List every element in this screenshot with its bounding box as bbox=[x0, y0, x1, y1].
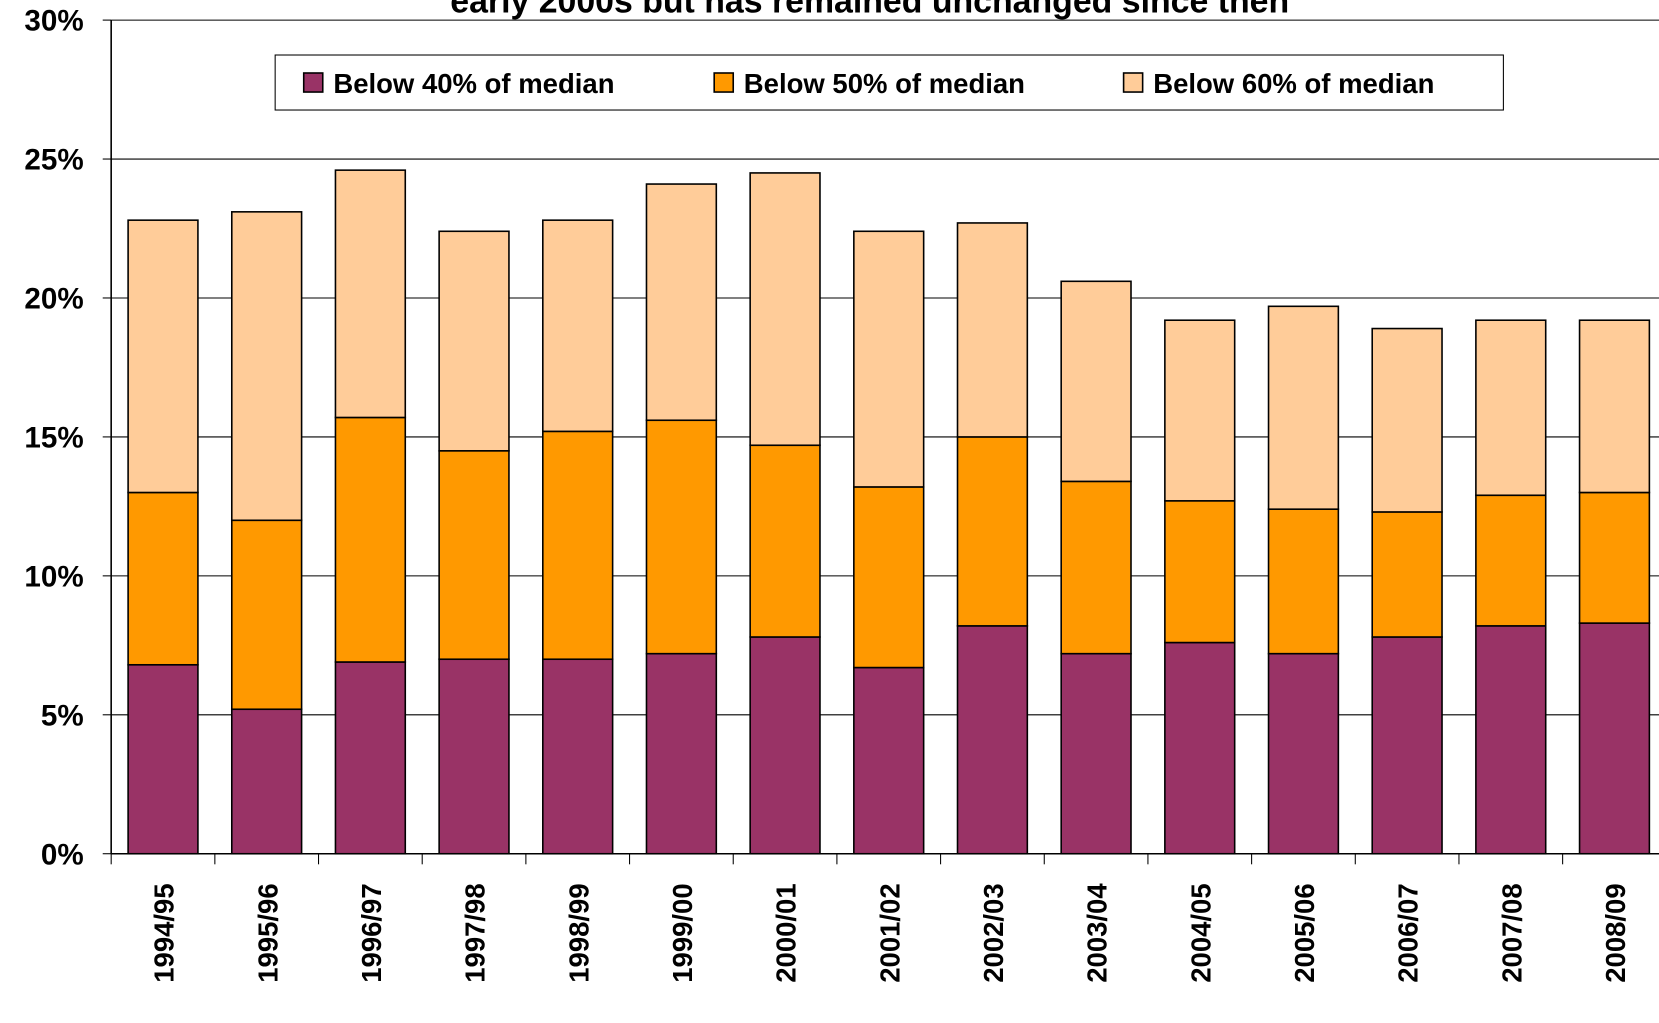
bar-segment bbox=[334, 169, 407, 419]
bar-segment bbox=[1475, 319, 1547, 497]
chart-title: early 2000s but has remained unchanged s… bbox=[450, 0, 1289, 21]
x-tick-label: 1998/99 bbox=[563, 883, 594, 982]
y-tick-label: 15% bbox=[24, 421, 83, 454]
bar-segment bbox=[645, 419, 718, 655]
bar-segment bbox=[1371, 636, 1443, 855]
bar-segment bbox=[230, 519, 303, 711]
y-tick-label: 25% bbox=[24, 144, 83, 177]
bar-segment bbox=[853, 486, 925, 669]
bar-segment bbox=[1164, 500, 1236, 644]
x-tick-label: 2003/04 bbox=[1082, 883, 1113, 983]
legend-box bbox=[274, 54, 1504, 111]
bar-segment bbox=[1371, 327, 1443, 513]
x-tick-label: 2005/06 bbox=[1289, 883, 1320, 982]
bar-segment bbox=[1060, 280, 1132, 483]
x-tick-label: 2001/02 bbox=[874, 883, 905, 982]
bar-segment bbox=[334, 661, 407, 855]
bar-segment bbox=[1267, 508, 1340, 655]
bar-segment bbox=[334, 416, 407, 663]
bar-segment bbox=[438, 658, 510, 855]
bar-segment bbox=[1578, 491, 1651, 624]
bar-segment bbox=[749, 172, 821, 447]
bar-segment bbox=[542, 430, 614, 661]
x-tick-label: 1996/97 bbox=[356, 883, 387, 982]
y-tick-label: 10% bbox=[24, 560, 83, 593]
bar-segment bbox=[542, 658, 614, 855]
x-tick-label: 2007/08 bbox=[1496, 883, 1527, 982]
x-tick-label: 1995/96 bbox=[252, 883, 283, 982]
bar-segment bbox=[1164, 319, 1236, 502]
legend-swatch bbox=[302, 72, 324, 93]
bar-segment bbox=[1371, 511, 1443, 638]
bar-segment bbox=[1475, 625, 1547, 855]
x-tick-label: 1999/00 bbox=[667, 883, 698, 982]
x-tick-label: 1994/95 bbox=[149, 883, 180, 982]
bar-segment bbox=[1060, 652, 1132, 855]
bar-segment bbox=[1164, 641, 1236, 855]
bar-segment bbox=[956, 222, 1029, 438]
bar-segment bbox=[542, 219, 614, 433]
bar-segment bbox=[1060, 480, 1132, 655]
bar-segment bbox=[956, 625, 1029, 855]
bar-segment bbox=[230, 211, 303, 522]
legend-label: Below 40% of median bbox=[333, 68, 614, 99]
bar-segment bbox=[1475, 494, 1547, 627]
bar-segment bbox=[127, 219, 199, 494]
bar-segment bbox=[1578, 622, 1651, 855]
x-tick-label: 2004/05 bbox=[1185, 883, 1216, 982]
bar-segment bbox=[1267, 652, 1340, 855]
bar-segment bbox=[127, 491, 199, 666]
bar-segment bbox=[1578, 319, 1651, 494]
bar-segment bbox=[438, 230, 510, 452]
bar-segment bbox=[645, 183, 718, 422]
bar-segment bbox=[1267, 305, 1340, 510]
y-tick-label: 0% bbox=[41, 838, 84, 871]
y-tick-label: 30% bbox=[24, 5, 83, 38]
x-tick-label: 2000/01 bbox=[771, 883, 802, 982]
bar-segment bbox=[956, 436, 1029, 627]
bar-segment bbox=[645, 652, 718, 855]
y-tick-label: 20% bbox=[24, 283, 83, 316]
legend-label: Below 60% of median bbox=[1153, 68, 1434, 99]
bar-segment bbox=[230, 708, 303, 855]
bar-segment bbox=[749, 444, 821, 638]
x-tick-label: 1997/98 bbox=[460, 883, 491, 982]
bar-segment bbox=[127, 663, 199, 855]
legend-swatch bbox=[713, 72, 735, 93]
x-tick-label: 2002/03 bbox=[978, 883, 1009, 982]
x-tick-label: 2008/09 bbox=[1600, 883, 1631, 982]
legend-swatch bbox=[1122, 72, 1144, 93]
y-tick-label: 5% bbox=[41, 699, 84, 732]
bar-segment bbox=[853, 230, 925, 488]
bar-segment bbox=[749, 636, 821, 855]
legend-label: Below 50% of median bbox=[744, 68, 1025, 99]
bar-segment bbox=[853, 666, 925, 855]
x-tick-label: 2006/07 bbox=[1393, 883, 1424, 982]
bar-segment bbox=[438, 450, 510, 661]
